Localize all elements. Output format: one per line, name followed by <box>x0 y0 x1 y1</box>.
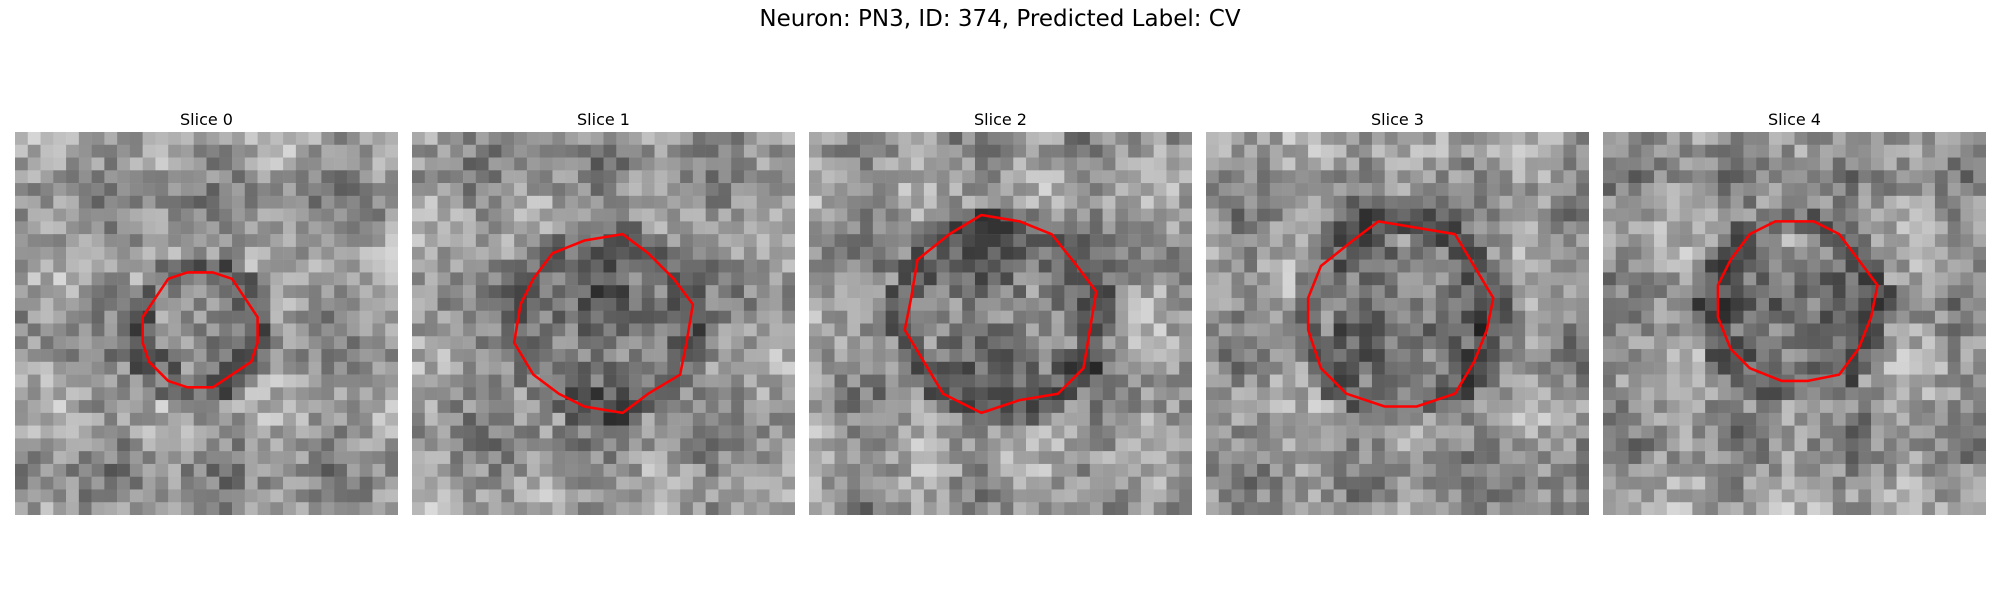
segmentation-contour-3 <box>1306 220 1495 408</box>
slice-panel-1: Slice 1 <box>412 108 795 515</box>
segmentation-contour-0 <box>141 271 259 389</box>
figure-title: Neuron: PN3, ID: 374, Predicted Label: C… <box>759 6 1241 32</box>
slice-title-2: Slice 2 <box>974 110 1027 129</box>
slice-image-0 <box>15 132 398 515</box>
slice-image-3 <box>1206 132 1589 515</box>
slice-image-1 <box>412 132 795 515</box>
slice-title-4: Slice 4 <box>1768 110 1821 129</box>
slice-image-4 <box>1603 132 1986 515</box>
slice-panel-4: Slice 4 <box>1603 108 1986 515</box>
slice-panel-0: Slice 0 <box>15 108 398 515</box>
slice-panel-2: Slice 2 <box>809 108 1192 515</box>
slice-title-0: Slice 0 <box>180 110 233 129</box>
slice-panel-3: Slice 3 <box>1206 108 1589 515</box>
segmentation-contour-2 <box>903 213 1098 415</box>
slice-title-3: Slice 3 <box>1371 110 1424 129</box>
slice-image-2 <box>809 132 1192 515</box>
segmentation-contour-4 <box>1716 220 1879 383</box>
segmentation-contour-1 <box>512 232 695 415</box>
slice-title-1: Slice 1 <box>577 110 630 129</box>
